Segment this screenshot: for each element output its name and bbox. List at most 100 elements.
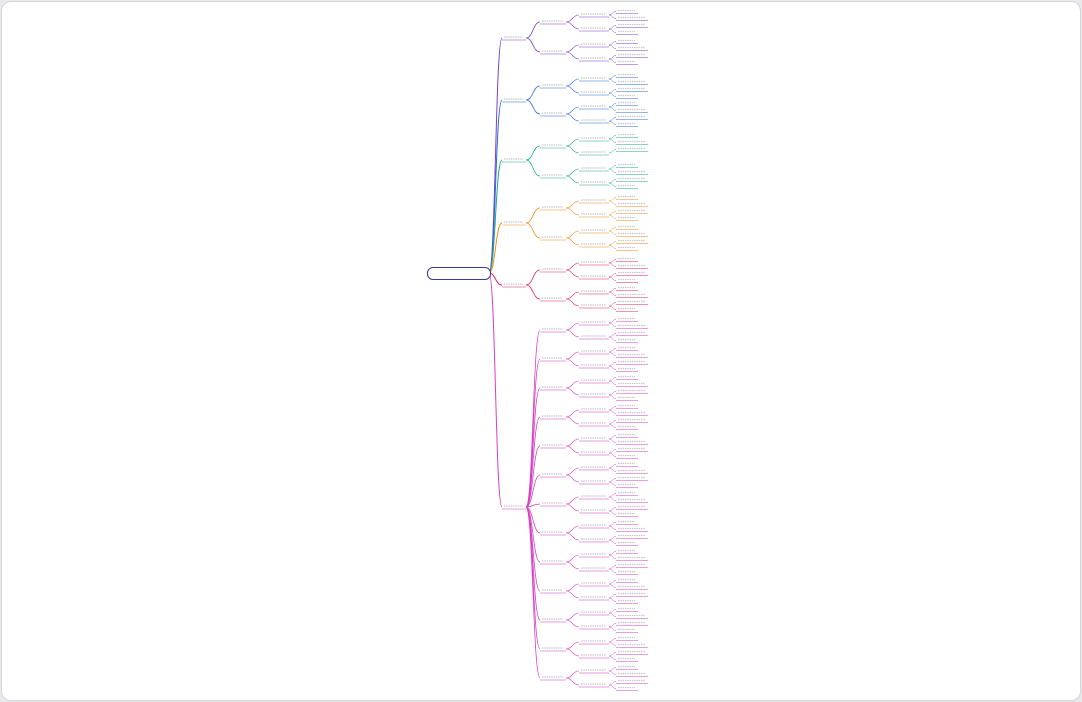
leaf-connector — [608, 200, 617, 205]
leaf-connector — [608, 138, 617, 143]
level2-connector — [525, 269, 541, 286]
level3-connector — [565, 416, 580, 425]
leaf-connector — [608, 551, 617, 556]
leaf-connector — [608, 117, 617, 122]
level2-connector — [525, 222, 541, 239]
leaf-connector — [608, 380, 617, 385]
level3-connector — [565, 670, 580, 679]
leaf-connector — [608, 165, 617, 170]
leaf-connector — [608, 55, 617, 60]
leaf-connector — [608, 406, 617, 411]
level2-connector — [525, 506, 541, 679]
leaf-connector — [608, 594, 617, 599]
level3-connector — [565, 467, 580, 476]
leaf-connector — [608, 41, 617, 46]
leaf-connector — [608, 670, 617, 675]
leaf-connector — [608, 44, 617, 49]
leaf-connector — [608, 103, 617, 108]
leaf-connector — [608, 565, 617, 570]
leaf-connector — [608, 28, 617, 33]
leaf-connector — [608, 597, 617, 602]
level2-connector — [525, 37, 541, 53]
leaf-connector — [608, 291, 617, 296]
level3-connector — [565, 380, 580, 389]
level3-connector — [565, 269, 580, 278]
leaf-connector — [608, 554, 617, 559]
level2-connector — [525, 503, 541, 508]
leaf-connector — [608, 420, 617, 425]
level3-connector — [565, 474, 580, 483]
leaf-connector — [608, 319, 617, 324]
level3-connector — [565, 641, 580, 650]
leaf-connector — [608, 539, 617, 544]
leaf-connector — [608, 507, 617, 512]
leaf-connector — [608, 302, 617, 307]
leaf-connector — [608, 423, 617, 428]
branch-connector — [488, 159, 503, 274]
leaf-connector — [608, 168, 617, 173]
leaf-connector — [608, 583, 617, 588]
leaf-connector — [608, 227, 617, 232]
root-node[interactable] — [427, 267, 491, 280]
level3-connector — [565, 409, 580, 418]
leaf-connector — [608, 197, 617, 202]
level3-connector — [565, 21, 580, 30]
leaf-connector — [608, 149, 617, 154]
leaf-connector — [608, 449, 617, 454]
leaf-connector — [608, 394, 617, 399]
level2-connector — [525, 358, 541, 508]
leaf-connector — [608, 435, 617, 440]
level3-connector — [565, 85, 580, 94]
leaf-connector — [608, 288, 617, 293]
level3-connector — [565, 525, 580, 534]
leaf-connector — [608, 58, 617, 63]
leaf-connector — [608, 305, 617, 310]
leaf-connector — [608, 259, 617, 264]
leaf-connector — [608, 493, 617, 498]
level3-connector — [565, 583, 580, 592]
leaf-connector — [608, 522, 617, 527]
level3-connector — [565, 14, 580, 23]
level3-connector — [565, 387, 580, 396]
leaf-connector — [608, 652, 617, 657]
level3-connector — [565, 532, 580, 541]
level2-connector — [525, 506, 541, 621]
level3-connector — [565, 329, 580, 338]
leaf-connector — [608, 179, 617, 184]
leaf-connector — [608, 89, 617, 94]
level3-connector — [565, 503, 580, 512]
level2-connector — [525, 329, 541, 508]
leaf-connector — [608, 365, 617, 370]
leaf-connector — [608, 536, 617, 541]
leaf-connector — [608, 351, 617, 356]
leaf-connector — [608, 182, 617, 187]
level3-connector — [565, 230, 580, 239]
leaf-connector — [608, 241, 617, 246]
leaf-connector — [608, 525, 617, 530]
branch-connector — [488, 272, 503, 508]
leaf-connector — [608, 214, 617, 219]
leaf-connector — [608, 438, 617, 443]
level3-connector — [565, 677, 580, 686]
level3-connector — [565, 291, 580, 300]
level3-connector — [565, 619, 580, 628]
level3-connector — [565, 207, 580, 216]
leaf-connector — [608, 681, 617, 686]
level2-connector — [525, 85, 541, 101]
level2-connector — [525, 159, 541, 177]
leaf-connector — [608, 478, 617, 483]
leaf-connector — [608, 348, 617, 353]
level2-connector — [525, 474, 541, 508]
leaf-connector — [608, 333, 617, 338]
level2-connector — [525, 145, 541, 161]
level3-connector — [565, 612, 580, 621]
level3-connector — [565, 145, 580, 154]
leaf-connector — [608, 230, 617, 235]
leaf-connector — [608, 14, 617, 19]
level3-connector — [565, 438, 580, 447]
leaf-connector — [608, 452, 617, 457]
level3-connector — [565, 106, 580, 115]
leaf-connector — [608, 262, 617, 267]
